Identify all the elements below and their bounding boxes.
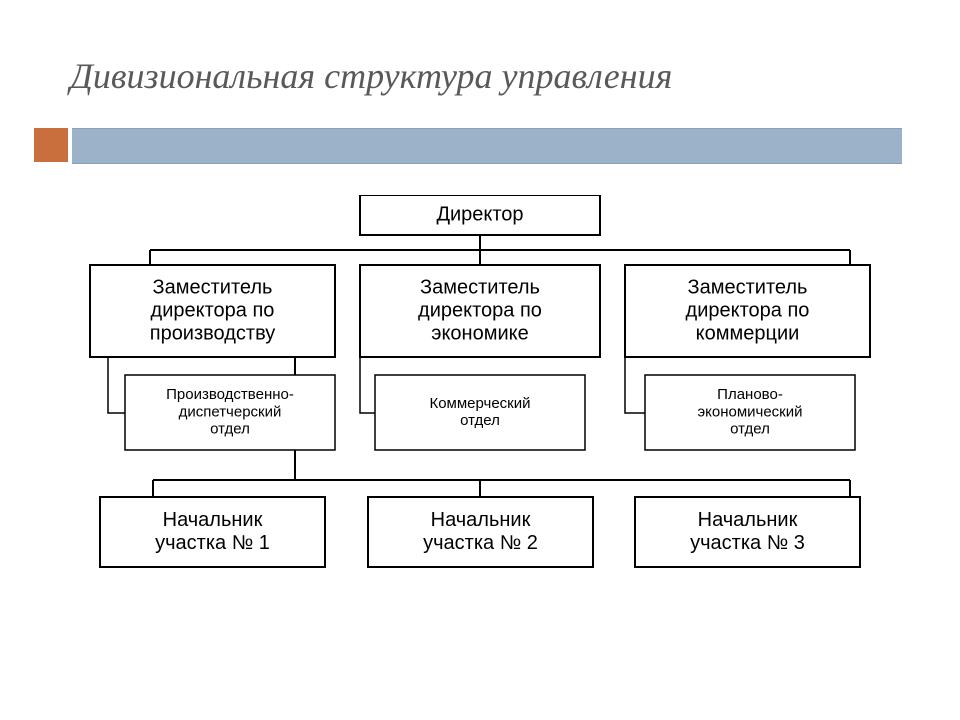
- org-node-sub1: Производственно-диспетчерскийотдел: [125, 375, 335, 450]
- org-node-label: отдел: [210, 421, 250, 438]
- org-node-label: Заместитель: [153, 276, 273, 298]
- org-node-label: Заместитель: [688, 276, 808, 298]
- org-node-label: коммерции: [696, 322, 800, 344]
- org-edge: [625, 357, 645, 413]
- org-node-sub3: Планово-экономическийотдел: [645, 375, 855, 450]
- org-node-label: участка № 2: [423, 532, 538, 554]
- org-node-label: Планово-: [717, 386, 783, 403]
- org-node-label: отдел: [460, 412, 500, 429]
- org-node-dir: Директор: [360, 195, 600, 235]
- org-node-label: Начальник: [431, 509, 531, 531]
- org-node-sub2: Коммерческийотдел: [375, 375, 585, 450]
- title-divider: [72, 128, 902, 164]
- org-node-sec1: Начальникучастка № 1: [100, 497, 325, 567]
- org-node-label: экономический: [697, 403, 802, 420]
- org-chart: ДиректорЗаместительдиректора попроизводс…: [70, 195, 890, 635]
- page-title: Дивизиональная структура управления: [70, 55, 890, 97]
- org-node-label: производству: [150, 322, 276, 344]
- org-node-dep1: Заместительдиректора попроизводству: [90, 265, 335, 357]
- org-node-dep3: Заместительдиректора покоммерции: [625, 265, 870, 357]
- org-node-label: директора по: [151, 299, 275, 321]
- accent-block: [34, 128, 68, 162]
- org-node-label: диспетчерский: [179, 403, 282, 420]
- org-node-label: директора по: [418, 299, 542, 321]
- org-edge: [108, 357, 125, 413]
- org-node-label: директора по: [686, 299, 810, 321]
- org-node-label: Коммерческий: [429, 395, 530, 412]
- org-node-label: Директор: [436, 203, 523, 225]
- org-node-label: Производственно-: [166, 386, 294, 403]
- org-node-label: Заместитель: [420, 276, 540, 298]
- org-node-sec3: Начальникучастка № 3: [635, 497, 860, 567]
- org-node-dep2: Заместительдиректора поэкономике: [360, 265, 600, 357]
- org-node-label: участка № 1: [155, 532, 270, 554]
- org-node-label: отдел: [730, 421, 770, 438]
- org-node-label: участка № 3: [690, 532, 805, 554]
- org-node-label: Начальник: [698, 509, 798, 531]
- org-node-sec2: Начальникучастка № 2: [368, 497, 593, 567]
- org-edge: [360, 357, 375, 413]
- org-node-label: экономике: [431, 322, 529, 344]
- org-node-label: Начальник: [163, 509, 263, 531]
